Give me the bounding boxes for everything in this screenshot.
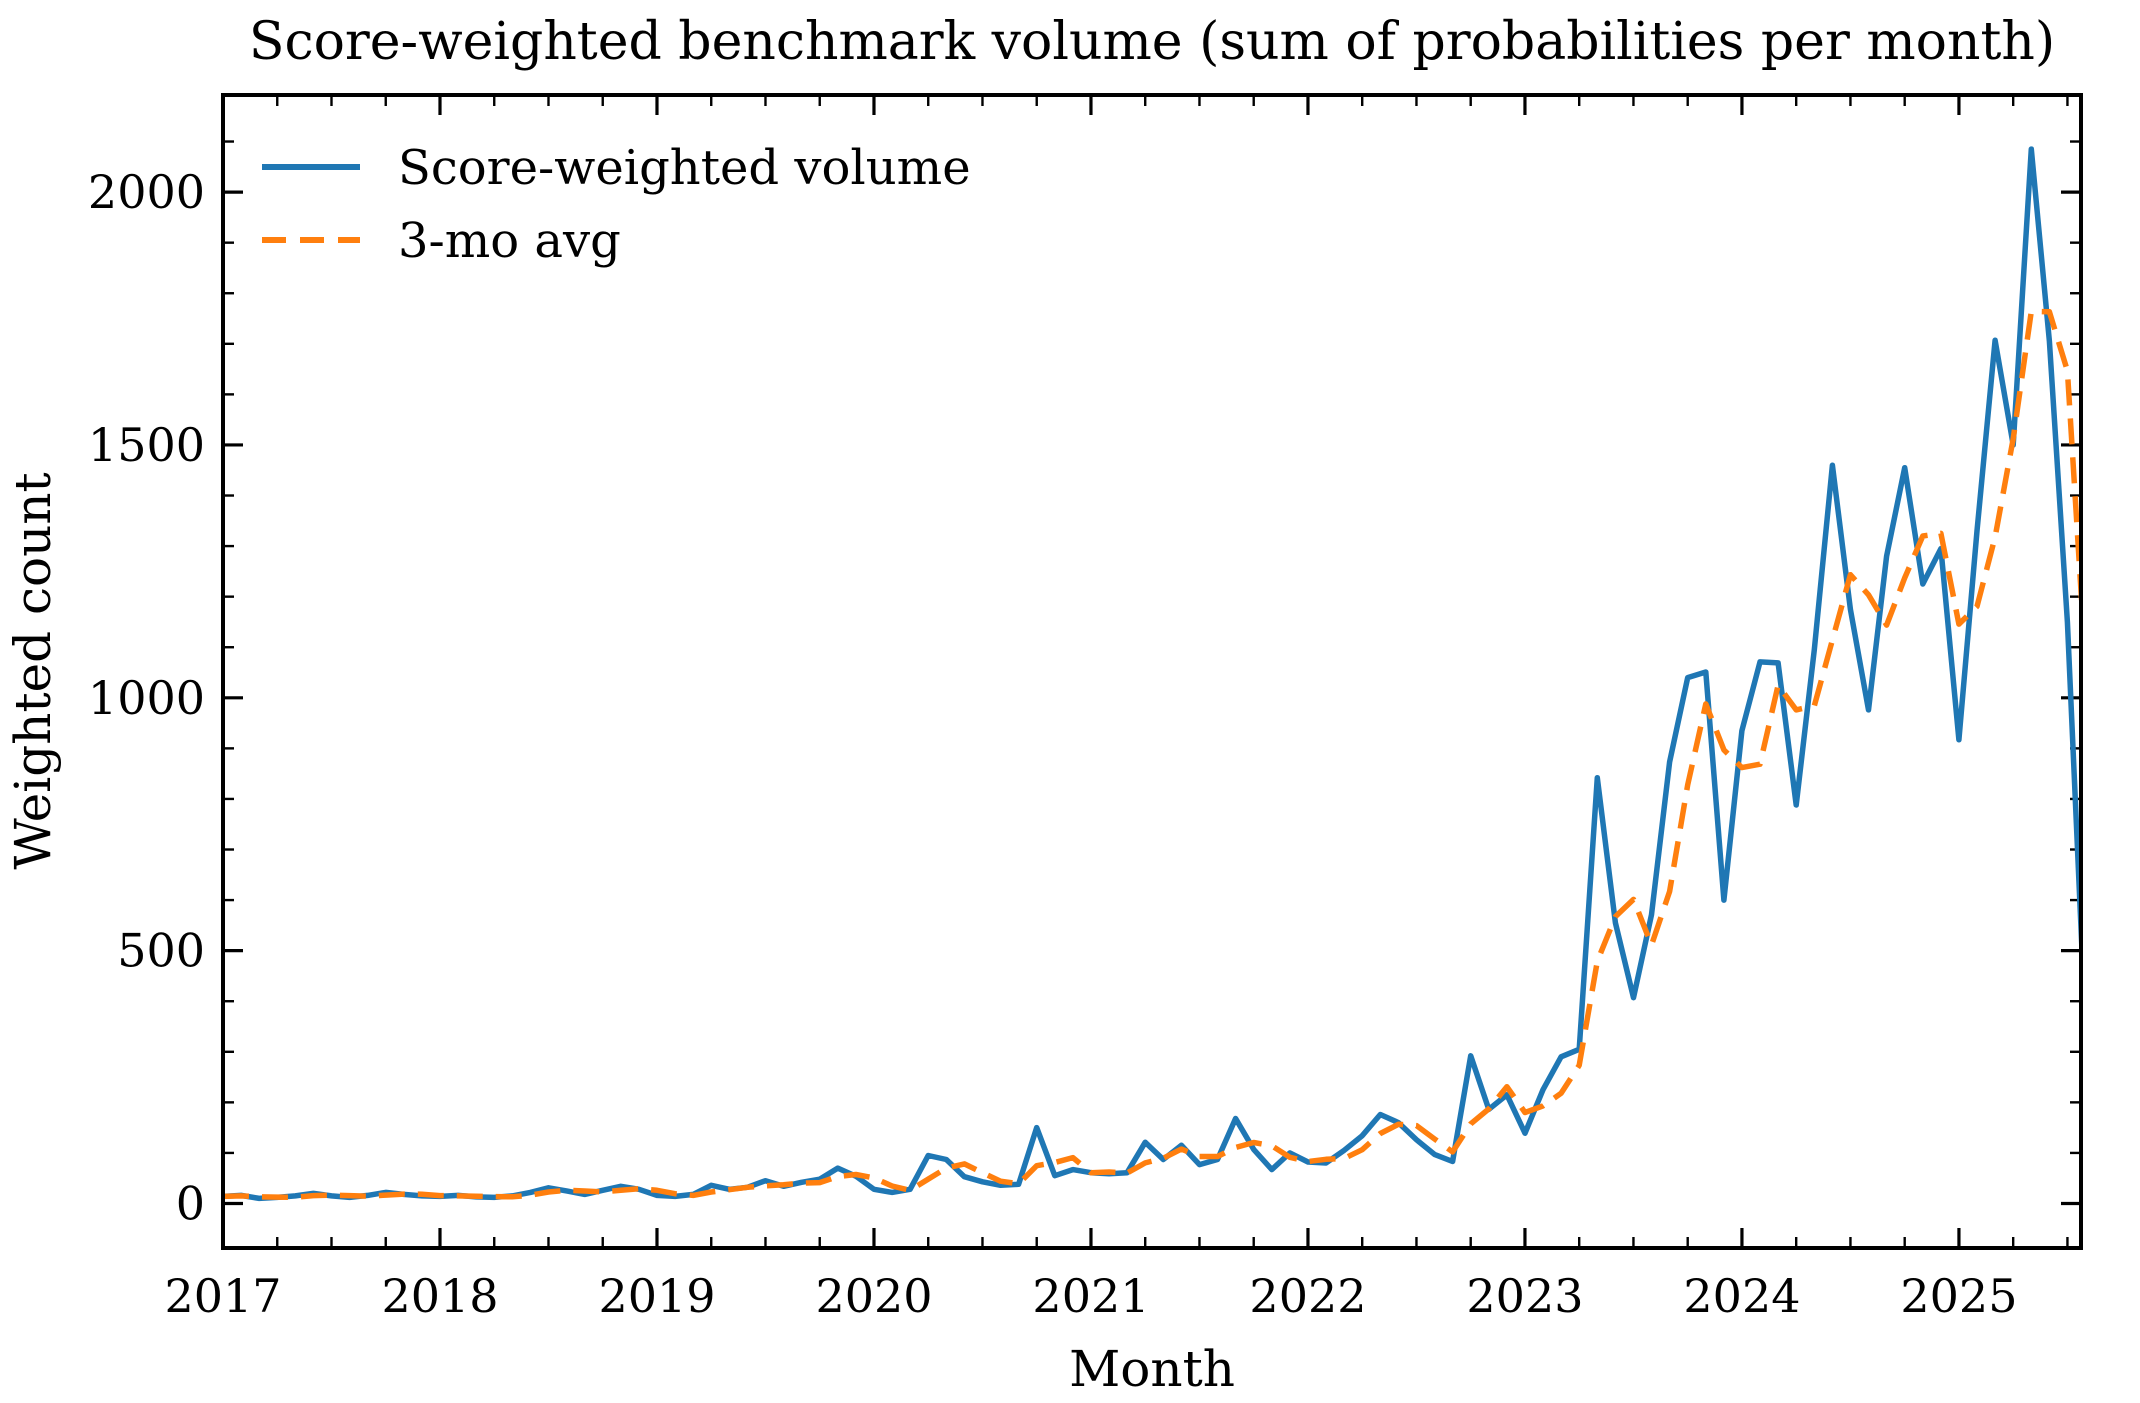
- x-tick-label: 2022: [1249, 1269, 1366, 1323]
- x-tick-label: 2019: [598, 1269, 715, 1323]
- x-tick-label: 2021: [1032, 1269, 1149, 1323]
- y-tick-label: 500: [117, 924, 205, 978]
- legend-label-volume: Score-weighted volume: [398, 140, 971, 196]
- x-tick-label: 2025: [1900, 1269, 2017, 1323]
- axis-ticks: [221, 95, 2081, 1248]
- series-3-month-average: [223, 308, 2081, 1201]
- legend-label-avg: 3-mo avg: [398, 213, 621, 269]
- y-axis-label: Weighted count: [4, 472, 62, 869]
- x-axis-label: Month: [1069, 1340, 1235, 1398]
- y-tick-label: 2000: [88, 165, 205, 219]
- legend: Score-weighted volume 3-mo avg: [262, 140, 971, 269]
- y-tick-label: 0: [176, 1176, 205, 1230]
- chart-title: Score-weighted benchmark volume (sum of …: [249, 12, 2055, 72]
- axis-tick-labels: 2017 2018 2019 2020 2021 2022 2023 2024 2025 0 500…: [88, 165, 2018, 1323]
- plot-series-group: [223, 146, 2081, 1202]
- plot-spines: [221, 93, 2083, 1250]
- series-score-weighted-volume: [223, 146, 2081, 1202]
- x-tick-label: 2018: [381, 1269, 498, 1323]
- x-tick-label: 2024: [1683, 1269, 1800, 1323]
- y-tick-label: 1500: [88, 418, 205, 472]
- x-tick-label: 2023: [1466, 1269, 1583, 1323]
- x-tick-label: 2020: [815, 1269, 932, 1323]
- x-tick-label: 2017: [164, 1269, 281, 1323]
- y-tick-label: 1000: [88, 671, 205, 725]
